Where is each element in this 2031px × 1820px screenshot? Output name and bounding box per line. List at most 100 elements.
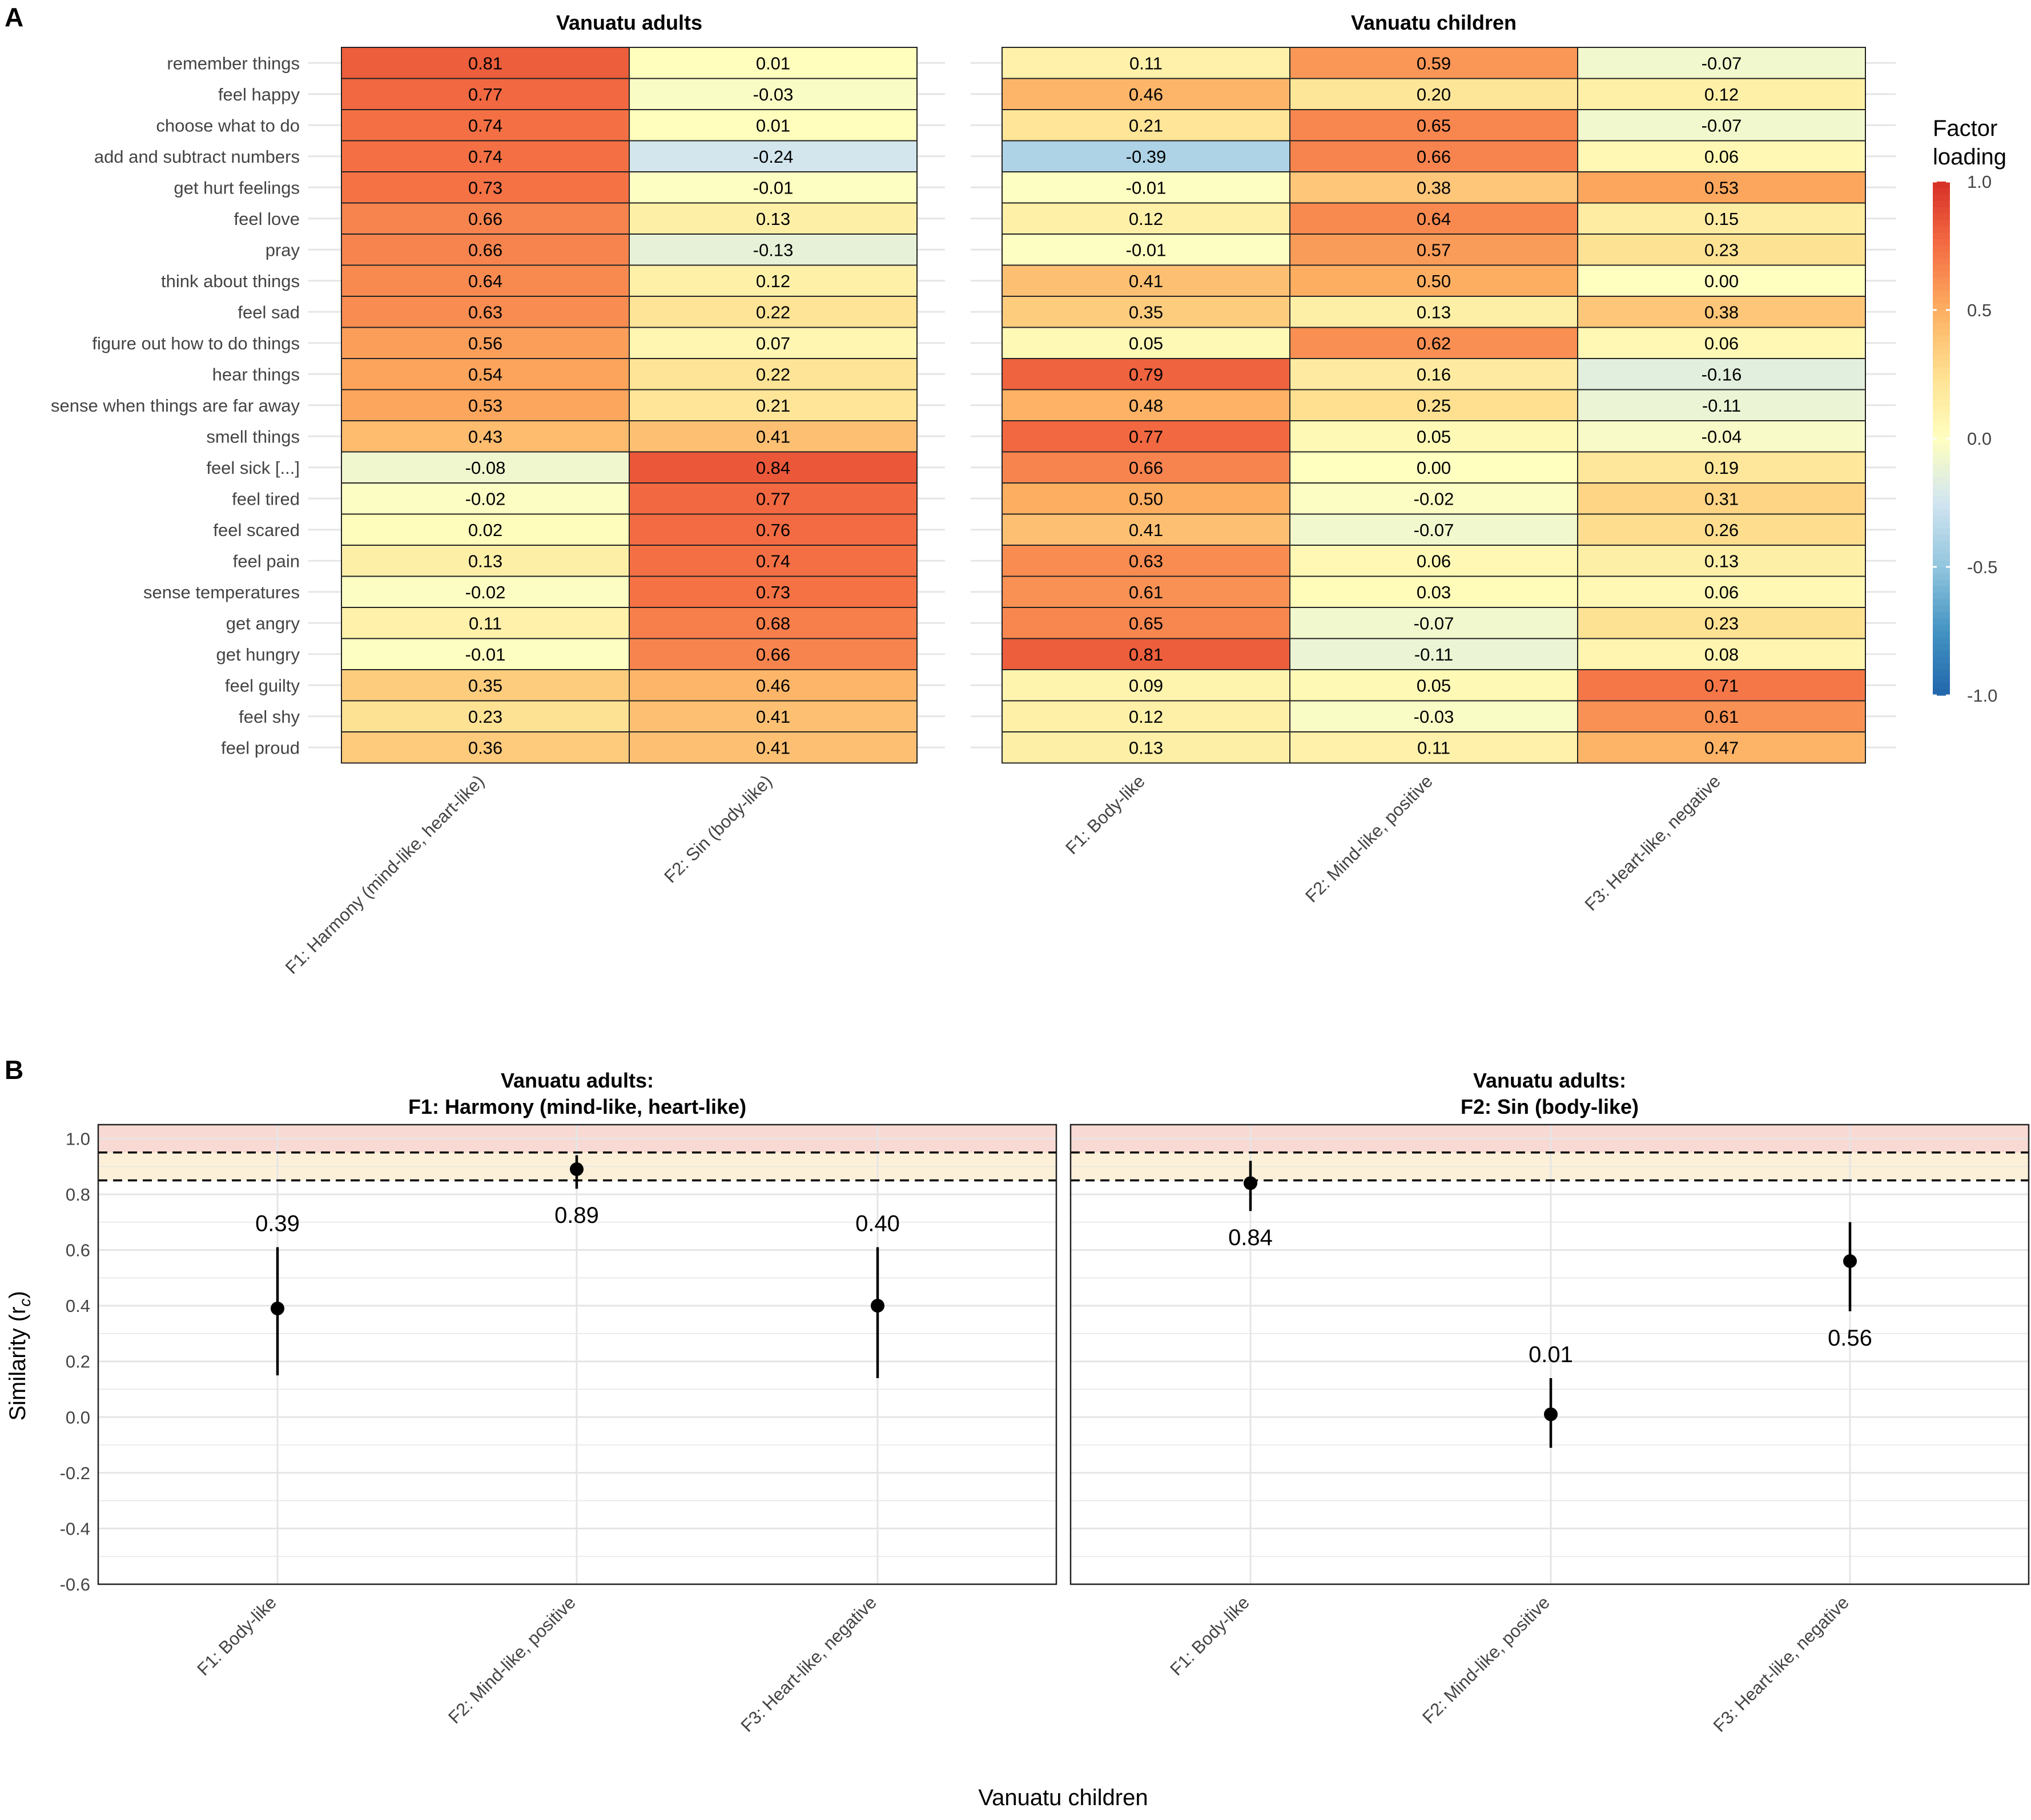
cell-value-label: 0.41 <box>756 707 790 727</box>
cell-value-label: 0.43 <box>468 426 502 446</box>
y-tick-label: -0.4 <box>60 1519 90 1539</box>
legend-color-segment <box>1933 413 1950 420</box>
legend-color-segment <box>1933 252 1950 259</box>
heatmap-cell <box>341 575 630 608</box>
legend-color-segment <box>1933 611 1950 619</box>
cell-value-label: 0.03 <box>1417 582 1451 602</box>
cell-value-label: 0.48 <box>1129 396 1163 416</box>
legend-color-segment <box>1933 631 1950 638</box>
legend-color-segment <box>1933 554 1950 561</box>
legend-color-segment <box>1933 368 1950 375</box>
cell-value-label: 0.50 <box>1417 271 1451 291</box>
legend-color-segment <box>1933 560 1950 567</box>
value-label: 0.39 <box>255 1211 300 1237</box>
legend-tick-label: 0.0 <box>1967 429 1992 449</box>
legend-color-segment <box>1933 355 1950 362</box>
legend-color-segment <box>1933 239 1950 247</box>
panel-border <box>97 1124 1057 1585</box>
row-label: pray <box>266 240 300 260</box>
cell-value-label: 0.05 <box>1417 426 1451 446</box>
cell-value-label: 0.06 <box>1417 551 1451 571</box>
heatmap-cell <box>1289 575 1578 608</box>
heatmap-cell <box>1289 700 1578 732</box>
heatmap-cell <box>629 420 918 453</box>
cell-value-label: 0.07 <box>756 333 790 353</box>
heatmap-cell <box>1002 47 1290 79</box>
heatmap-cell <box>629 78 918 110</box>
cell-value-label: 0.65 <box>1417 115 1451 135</box>
legend-color-segment <box>1933 342 1950 349</box>
cell-value-label: 0.25 <box>1417 396 1451 416</box>
cell-value-label: -0.01 <box>1126 240 1167 260</box>
heatmap-cell <box>1002 669 1290 702</box>
cell-value-label: 0.41 <box>1129 520 1163 540</box>
cell-value-label: 0.23 <box>1704 613 1739 633</box>
row-label: figure out how to do things <box>92 333 300 353</box>
cell-value-label: -0.04 <box>1702 426 1742 446</box>
row-label: remember things <box>167 53 300 73</box>
y-axis-title-subscript: c <box>16 1299 34 1307</box>
cell-value-label: -0.01 <box>1126 178 1167 198</box>
legend-title-line2: loading <box>1933 144 2006 170</box>
cell-value-label: 0.61 <box>1129 582 1163 602</box>
facet-title: Vanuatu adults: F1: Harmony (mind-like, h… <box>408 1069 746 1118</box>
y-tick-label: 0.8 <box>66 1185 90 1205</box>
row-label: hear things <box>212 364 300 384</box>
row-label: sense temperatures <box>143 582 300 602</box>
legend-color-segment <box>1933 477 1950 484</box>
heatmap-cell <box>341 78 630 110</box>
y-axis-title-text: Similarity (r <box>5 1307 30 1421</box>
facet-title: Vanuatu adults: F2: Sin (body-like) <box>1461 1069 1639 1118</box>
x-tick-label: F2: Mind-like, positive <box>1418 1592 1554 1728</box>
cell-value-label: 0.13 <box>756 209 790 229</box>
data-point <box>271 1302 284 1315</box>
cell-value-label: -0.39 <box>1126 147 1167 167</box>
cell-value-label: 0.16 <box>1417 364 1451 384</box>
heatmap-cell <box>1289 482 1578 515</box>
cell-value-label: -0.02 <box>1414 489 1454 509</box>
legend-color-segment <box>1933 323 1950 330</box>
heatmap-cell <box>341 731 630 764</box>
cell-value-label: 0.77 <box>756 489 790 509</box>
legend-color-segment <box>1933 271 1950 279</box>
cell-value-label: 0.74 <box>468 115 502 135</box>
cell-value-label: 0.74 <box>756 551 790 571</box>
legend-color-segment <box>1933 259 1950 265</box>
cell-value-label: 0.12 <box>1704 84 1739 104</box>
cell-value-label: 0.31 <box>1704 489 1739 509</box>
heatmap-cell <box>1002 140 1290 172</box>
cell-value-label: -0.08 <box>465 458 506 478</box>
cell-value-label: -0.07 <box>1414 520 1454 540</box>
y-axis-title: Similarity (rc) <box>5 1291 34 1420</box>
heatmap-cell <box>629 171 918 204</box>
legend-color-segment <box>1933 657 1950 664</box>
row-label: feel tired <box>232 489 300 509</box>
legend-color-segment <box>1933 445 1950 452</box>
legend-color-segment <box>1933 547 1950 555</box>
heatmap-cell <box>1577 140 1866 172</box>
heatmap-cell <box>629 358 918 390</box>
legend-title-line1: Factor <box>1933 116 1997 141</box>
legend-color-segment <box>1933 233 1950 240</box>
cell-value-label: -0.07 <box>1702 115 1742 135</box>
heatmap-cell <box>1577 109 1866 142</box>
row-label: feel proud <box>221 738 300 758</box>
cell-value-label: 0.23 <box>1704 240 1739 260</box>
heatmap-cell <box>1002 78 1290 110</box>
heatmap-cell <box>1577 451 1866 484</box>
heatmap-cell <box>1577 327 1866 359</box>
legend-color-segment <box>1933 688 1950 696</box>
heatmap-cell <box>1002 233 1290 266</box>
cell-value-label: 0.59 <box>1417 53 1451 73</box>
row-label: add and subtract numbers <box>94 147 300 167</box>
heatmap-cell <box>1289 513 1578 546</box>
cell-value-label: 0.84 <box>756 458 790 478</box>
row-label: feel happy <box>218 84 300 104</box>
legend-tick-label: 0.5 <box>1967 300 1992 320</box>
heatmap-cell <box>629 264 918 297</box>
cell-value-label: 0.35 <box>1129 302 1163 322</box>
legend-color-segment <box>1933 567 1950 574</box>
column-label: F2: Sin (body-like) <box>660 771 776 887</box>
heatmap-cell <box>341 669 630 702</box>
legend-color-segment <box>1933 509 1950 516</box>
